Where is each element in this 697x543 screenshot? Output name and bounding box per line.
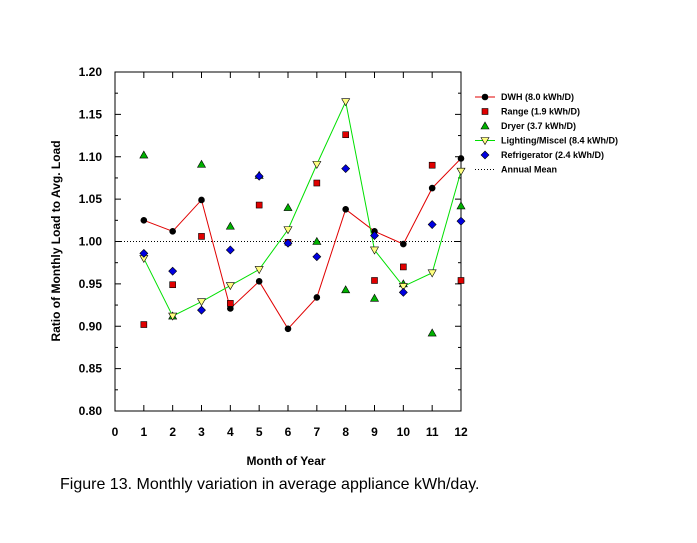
refrigerator-point: [312, 252, 322, 262]
legend-label: Dryer (3.7 kWh/D): [501, 121, 576, 131]
lighting-line: [143, 100, 462, 317]
refrigerator-point: [197, 305, 206, 315]
legend-marker: [480, 121, 490, 130]
lighting-point: [225, 282, 235, 291]
dwh-point: [284, 325, 292, 333]
lighting-point: [398, 283, 408, 292]
refrigerator-point: [456, 216, 466, 226]
range-point: [457, 277, 465, 284]
y-tick-label: 0.90: [79, 319, 103, 333]
range-point: [400, 263, 407, 271]
x-axis-label: Month of Year: [246, 454, 325, 468]
y-tick-label: 1.15: [79, 107, 103, 121]
dryer-point: [427, 328, 437, 337]
figure-caption: Figure 13. Monthly variation in average …: [60, 476, 480, 493]
range-point: [198, 233, 205, 240]
lighting-point: [168, 312, 178, 321]
refrigerator-point: [370, 231, 379, 240]
y-tick-label: 0.95: [79, 277, 103, 291]
refrigerator-point: [139, 248, 149, 258]
labels-layer: 0 1 2 3 4 5 6 7 8 9 10 11 120.800.850.900.951.001.05…: [79, 65, 468, 439]
x-tick-label: 11: [426, 425, 439, 439]
dwh-point: [313, 294, 321, 301]
legend-marker: [481, 108, 489, 115]
range-point: [227, 300, 234, 307]
legend-marker: [480, 137, 490, 146]
dwh-point: [457, 155, 465, 162]
y-tick-label: 0.80: [79, 404, 103, 418]
range-point: [140, 321, 148, 328]
lighting-point: [312, 161, 322, 169]
y-axis-label: Ratio of Monthly Load to Avg. Load: [49, 140, 63, 341]
dwh-point: [342, 205, 349, 213]
range-point: [371, 277, 378, 284]
x-tick-label: 6: [285, 425, 292, 439]
marks-layer: [139, 98, 466, 337]
legend-label: Refrigerator (2.4 kWh/D): [501, 150, 604, 160]
refrigerator-point: [341, 164, 351, 174]
dwh-point: [255, 278, 263, 285]
range-point: [255, 201, 263, 209]
refrigerator-point: [283, 238, 293, 248]
lighting-point: [283, 226, 293, 235]
legend-label: Range (1.9 kWh/D): [501, 107, 580, 117]
legend-label: Annual Mean: [501, 165, 557, 175]
dryer-point: [283, 202, 293, 211]
x-tick-label: 3: [198, 425, 205, 439]
dwh-point: [198, 196, 205, 204]
y-tick-label: 1.20: [79, 65, 103, 79]
lighting-point: [456, 167, 466, 176]
refrigerator-point: [398, 287, 408, 297]
x-tick-label: 2: [169, 425, 176, 439]
x-tick-label: 12: [454, 425, 468, 439]
dwh-line: [143, 158, 462, 330]
refrigerator-point: [225, 245, 235, 255]
y-tick-label: 0.85: [79, 362, 103, 376]
lighting-point: [341, 98, 351, 107]
dryer-point: [369, 293, 380, 302]
dryer-point: [139, 150, 149, 159]
x-tick-label: 5: [256, 425, 263, 439]
legend-marker: [480, 150, 490, 160]
legend-marker: [481, 93, 489, 101]
x-tick-label: 4: [227, 425, 234, 439]
dryer-point: [196, 159, 207, 168]
legend-label: DWH (8.0 kWh/D): [501, 92, 574, 102]
dryer-point: [341, 285, 351, 294]
dwh-point: [428, 184, 436, 192]
refrigerator-point: [254, 171, 264, 181]
x-tick-label: 9: [371, 425, 378, 439]
lighting-point: [196, 298, 207, 307]
legend: DWH (8.0 kWh/D) Range (1.9 kWh/D) Dryer (3…: [475, 92, 618, 175]
range-point: [342, 131, 349, 139]
y-tick-label: 1.10: [79, 150, 103, 164]
refrigerator-point: [427, 220, 437, 229]
x-tick-label: 10: [397, 425, 411, 439]
range-point: [169, 281, 176, 289]
lighting-point: [427, 269, 437, 278]
dwh-point: [400, 240, 407, 248]
range-point: [428, 161, 436, 169]
x-tick-label: 1: [140, 425, 147, 439]
x-tick-label: 8: [342, 425, 349, 439]
lighting-point: [254, 266, 264, 275]
refrigerator-point: [168, 266, 178, 276]
dwh-point: [169, 228, 176, 235]
lighting-point: [369, 246, 380, 255]
range-point: [313, 179, 321, 187]
y-tick-label: 1.00: [79, 235, 103, 249]
x-tick-label: 0: [112, 425, 119, 439]
dwh-point: [140, 217, 148, 224]
lines-layer: [143, 100, 462, 330]
x-tick-label: 7: [313, 425, 320, 439]
dryer-point: [312, 236, 322, 245]
dryer-point: [225, 221, 235, 230]
y-tick-label: 1.05: [79, 192, 103, 206]
dryer-point: [456, 201, 466, 210]
legend-label: Lighting/Miscel (8.4 kWh/D): [501, 136, 618, 146]
